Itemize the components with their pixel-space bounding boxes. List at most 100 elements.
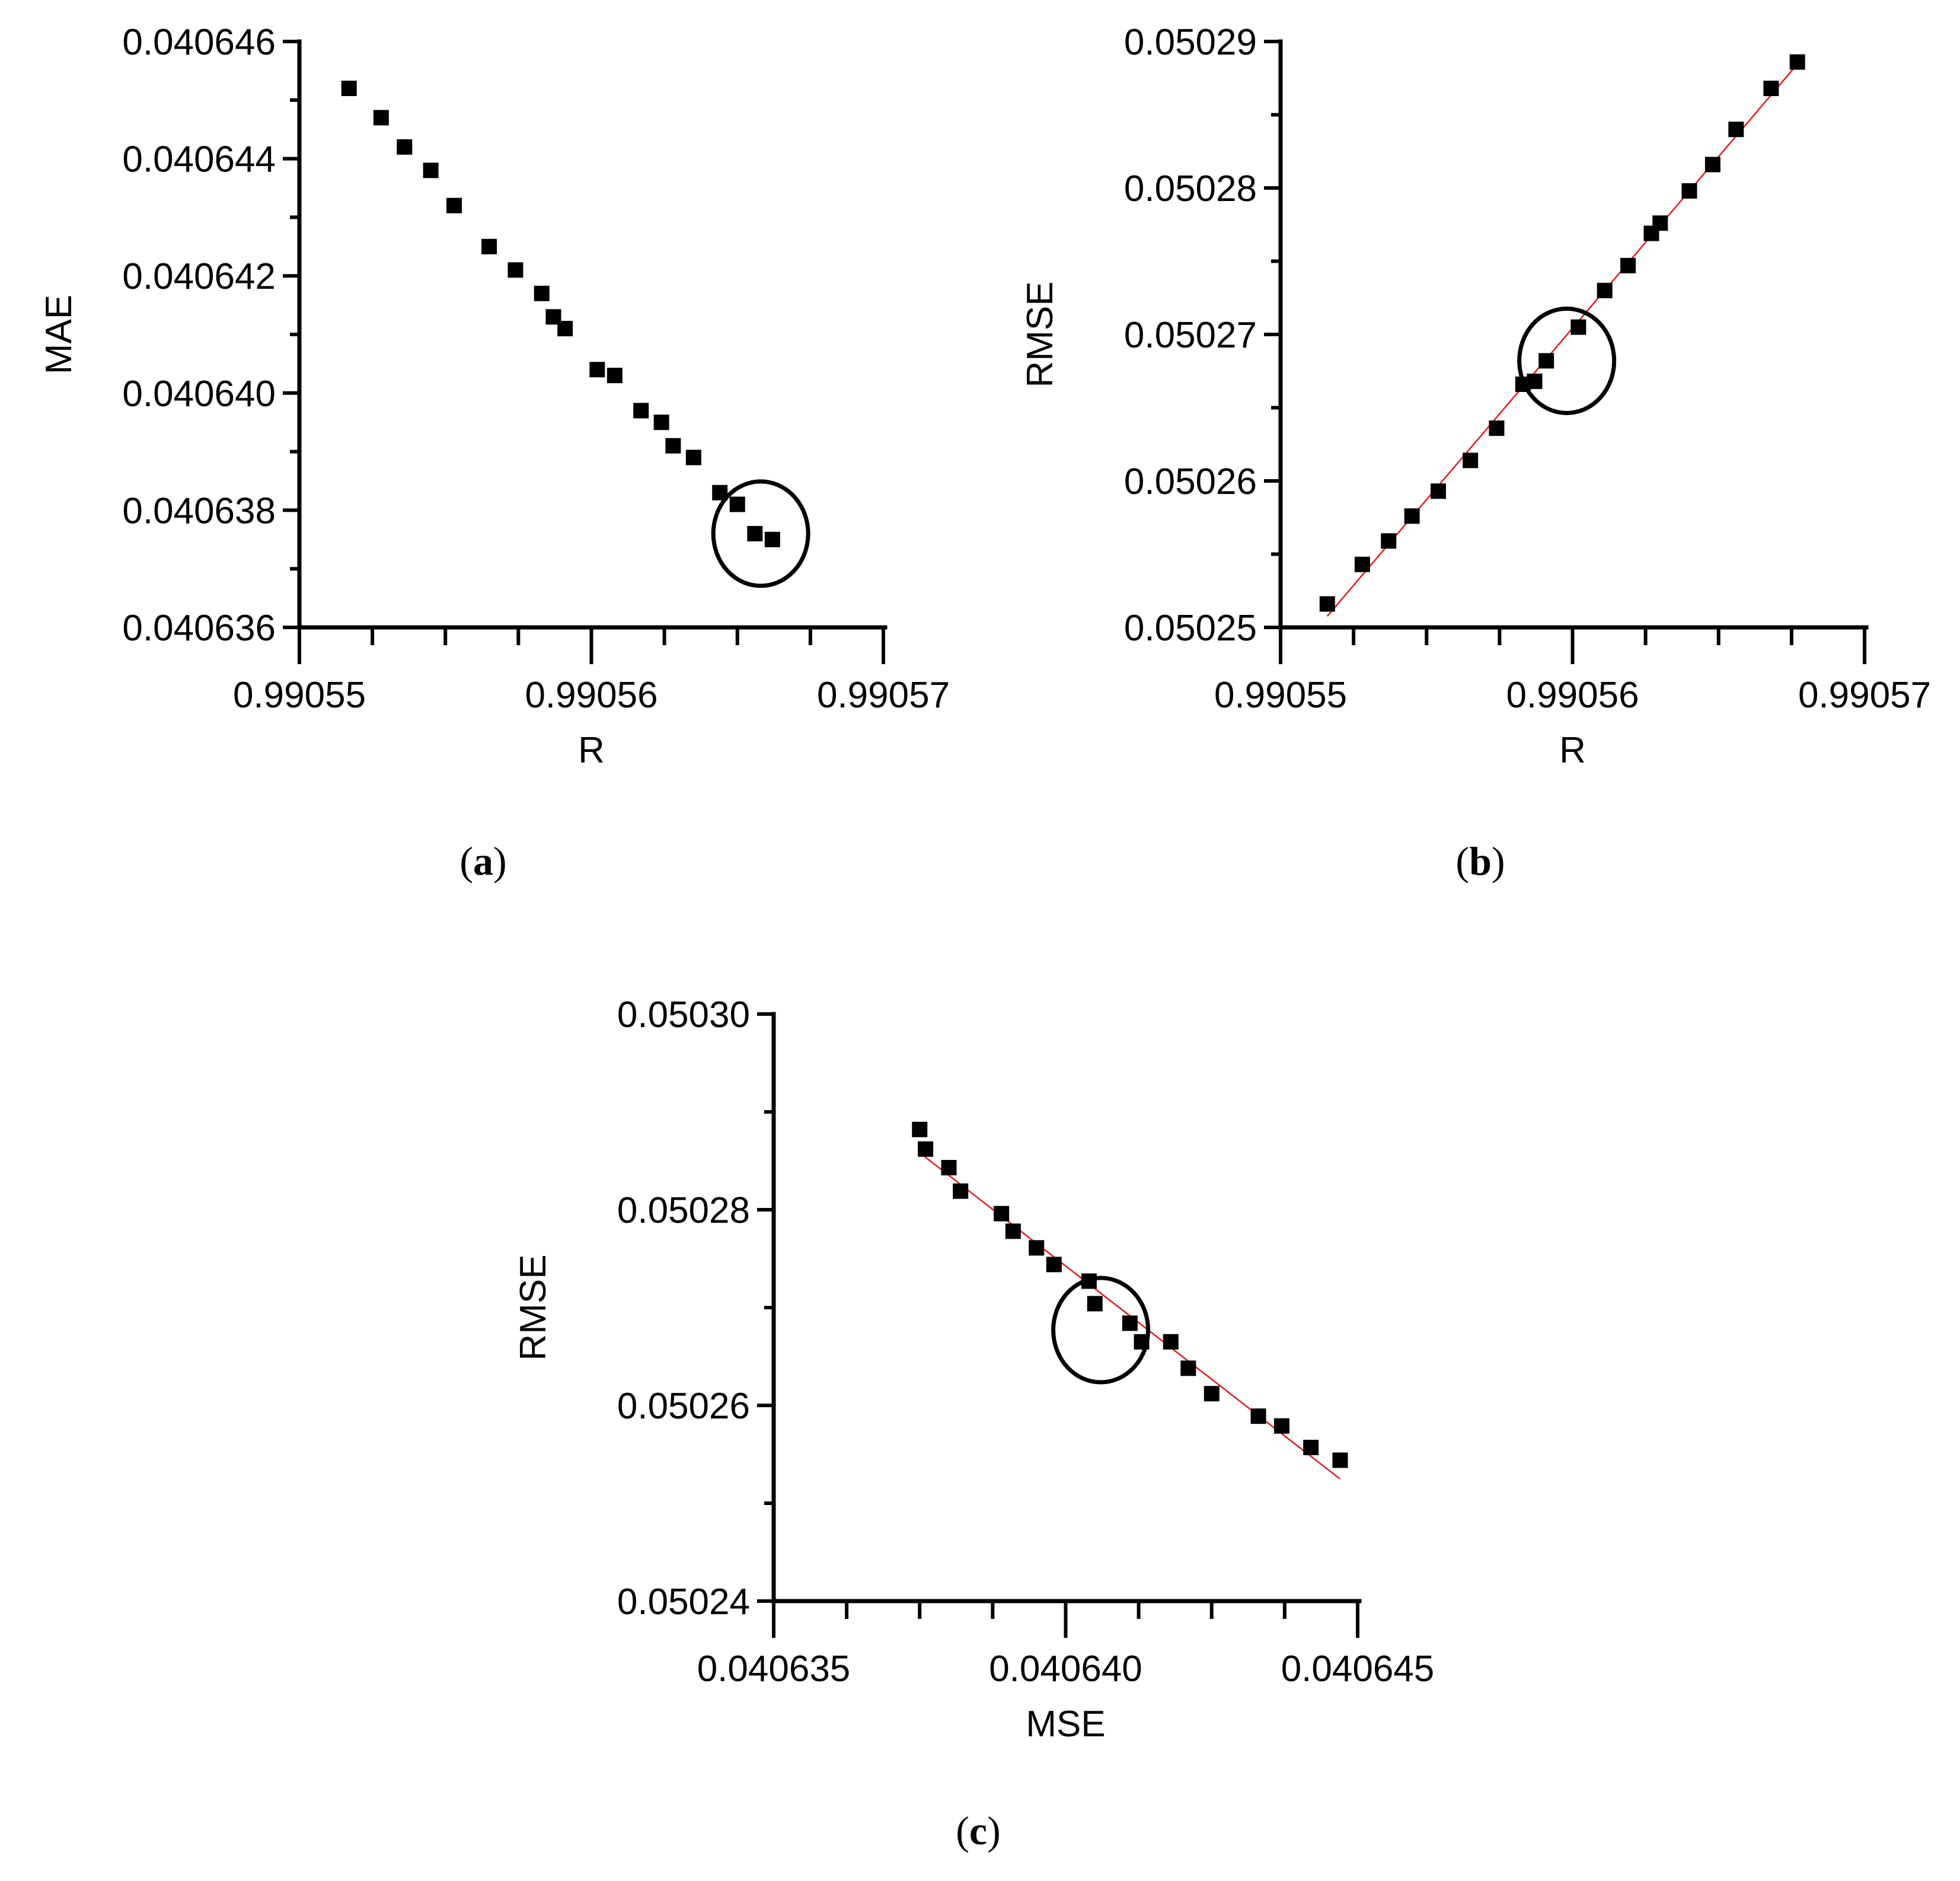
panel-b-data-point bbox=[1463, 452, 1479, 468]
panel-a-data-point bbox=[397, 139, 413, 155]
panel-c-x-tick-label: 0.040635 bbox=[697, 1649, 851, 1689]
panel-a-data-point bbox=[653, 415, 669, 431]
panel-a-data-point bbox=[423, 162, 439, 178]
panel-b-data-point bbox=[1404, 508, 1420, 524]
panel-b-label-letter: b bbox=[1469, 839, 1492, 884]
panel-c-data-point bbox=[1005, 1223, 1021, 1239]
panel-a-label: (a) bbox=[459, 839, 506, 884]
panel-a-y-tick-label: 0.040646 bbox=[122, 22, 276, 63]
panel-b-label: (b) bbox=[1455, 839, 1505, 884]
panel-c-data-point bbox=[912, 1121, 928, 1137]
panel-b-highlight-circle bbox=[1517, 306, 1617, 415]
panel-a-y-tick-label: 0.040640 bbox=[122, 374, 276, 415]
panel-b-y-tick-label: 0.05029 bbox=[1124, 22, 1257, 63]
panel-b-data-point bbox=[1354, 556, 1370, 572]
panel-c-points bbox=[912, 1121, 1348, 1468]
panel-a-axes bbox=[283, 39, 888, 664]
panel-b-data-point bbox=[1763, 81, 1779, 97]
panel-b-data-point bbox=[1681, 183, 1697, 199]
panel-b-y-tick-label: 0.05027 bbox=[1124, 315, 1257, 356]
panel-c-data-point bbox=[1273, 1418, 1289, 1434]
panel-c-data-point bbox=[1122, 1315, 1138, 1331]
panel-a-data-point bbox=[446, 197, 462, 213]
panel-c-data-point bbox=[1087, 1296, 1103, 1312]
panel-c-data-point bbox=[1204, 1386, 1220, 1402]
panel-a-y-tick-label: 0.040638 bbox=[122, 490, 276, 531]
panel-a-data-point bbox=[507, 262, 523, 278]
panel-c-axes bbox=[757, 1012, 1362, 1638]
panel-a-x-tick-label: 0.99056 bbox=[525, 675, 657, 716]
panel-a-data-point bbox=[589, 362, 605, 378]
panel-b-data-point bbox=[1489, 420, 1505, 436]
panel-c-highlight-circle bbox=[1051, 1276, 1151, 1385]
panel-a-y-tick-label: 0.040636 bbox=[122, 608, 276, 649]
panel-b-x-axis-title: R bbox=[1559, 730, 1586, 771]
panel-c-label: (c) bbox=[956, 1808, 1001, 1853]
panel-c-data-point bbox=[994, 1206, 1010, 1222]
panel-c-y-tick-label: 0.05024 bbox=[617, 1582, 750, 1622]
panel-c-y-axis-title: RMSE bbox=[513, 1254, 554, 1360]
panel-a-data-point bbox=[606, 368, 623, 384]
panel-b-data-point bbox=[1704, 157, 1720, 173]
panel-b-data-point bbox=[1381, 533, 1397, 549]
panel-b-data-point bbox=[1597, 282, 1613, 298]
panel-c-label-letter: c bbox=[969, 1808, 987, 1853]
panel-b-y-tick-label: 0.05026 bbox=[1124, 461, 1257, 502]
panel-b-data-point bbox=[1527, 374, 1543, 390]
panel-c-x-axis-title: MSE bbox=[1026, 1704, 1105, 1745]
panel-a-highlight bbox=[711, 479, 810, 588]
panel-c-tick-labels: 0.05024 0.05026 0.05028 0.05030 0.040635 0.04… bbox=[617, 994, 1434, 1689]
panel-c-data-point bbox=[1046, 1257, 1062, 1273]
panel-b: 0.05025 0.05026 0.05027 0.05028 0.05029 0.990… bbox=[1020, 22, 1931, 884]
panel-a-points bbox=[341, 81, 780, 547]
panel-b-x-tick-label: 0.99056 bbox=[1506, 675, 1639, 716]
panel-a-data-point bbox=[685, 449, 701, 466]
panel-b-highlight bbox=[1517, 306, 1617, 415]
panel-c-data-point bbox=[1029, 1240, 1045, 1256]
panel-c: 0.05024 0.05026 0.05028 0.05030 0.040635 0.04… bbox=[513, 994, 1434, 1853]
panel-a: 0.040636 0.040638 0.040640 0.040642 0.040644… bbox=[39, 22, 950, 884]
panel-b-tick-labels: 0.05025 0.05026 0.05027 0.05028 0.05029 0.990… bbox=[1124, 22, 1931, 716]
panel-c-data-point bbox=[918, 1141, 934, 1157]
panel-b-y-axis-title: RMSE bbox=[1020, 281, 1061, 387]
panel-a-data-point bbox=[534, 285, 550, 301]
panel-b-points bbox=[1319, 54, 1805, 612]
panel-b-y-tick-label: 0.05025 bbox=[1124, 608, 1257, 649]
panel-a-highlight-circle bbox=[711, 479, 810, 588]
panel-a-y-axis-title: MAE bbox=[39, 295, 79, 374]
panel-c-data-point bbox=[1180, 1360, 1196, 1376]
panel-a-y-tick-label: 0.040644 bbox=[122, 139, 276, 180]
panel-b-trend bbox=[1326, 63, 1798, 617]
panel-b-axes bbox=[1264, 39, 1869, 664]
panel-c-data-point bbox=[953, 1183, 969, 1199]
panel-a-data-point bbox=[633, 403, 649, 419]
panel-b-data-point bbox=[1538, 353, 1554, 369]
panel-c-data-point bbox=[941, 1160, 957, 1176]
panel-c-data-point bbox=[1250, 1408, 1266, 1424]
panel-b-data-point bbox=[1728, 122, 1744, 138]
panel-a-data-point bbox=[729, 496, 745, 512]
panel-c-x-tick-label: 0.040645 bbox=[1281, 1649, 1435, 1689]
panel-c-highlight bbox=[1051, 1276, 1151, 1385]
panel-a-data-point bbox=[665, 438, 681, 454]
panel-b-data-point bbox=[1652, 215, 1668, 231]
panel-a-data-point bbox=[557, 321, 573, 337]
panel-a-y-tick-label: 0.040642 bbox=[122, 256, 276, 297]
panel-b-x-tick-label: 0.99055 bbox=[1214, 675, 1347, 716]
panel-a-data-point bbox=[747, 525, 763, 541]
panel-c-data-point bbox=[1163, 1334, 1179, 1350]
panel-a-x-axis-title: R bbox=[578, 730, 605, 771]
panel-b-data-point bbox=[1430, 483, 1446, 499]
panel-a-data-point bbox=[481, 238, 497, 254]
panel-b-y-tick-label: 0.05028 bbox=[1124, 168, 1257, 209]
panel-b-data-point bbox=[1570, 319, 1586, 335]
panel-a-data-point bbox=[373, 110, 389, 126]
panel-c-x-tick-label: 0.040640 bbox=[989, 1649, 1142, 1689]
panel-a-data-point bbox=[341, 81, 357, 97]
panel-c-y-tick-label: 0.05030 bbox=[617, 994, 750, 1035]
panel-a-x-tick-label: 0.99055 bbox=[233, 675, 366, 716]
panel-b-data-point bbox=[1620, 257, 1636, 273]
panel-c-y-tick-label: 0.05028 bbox=[617, 1190, 750, 1231]
